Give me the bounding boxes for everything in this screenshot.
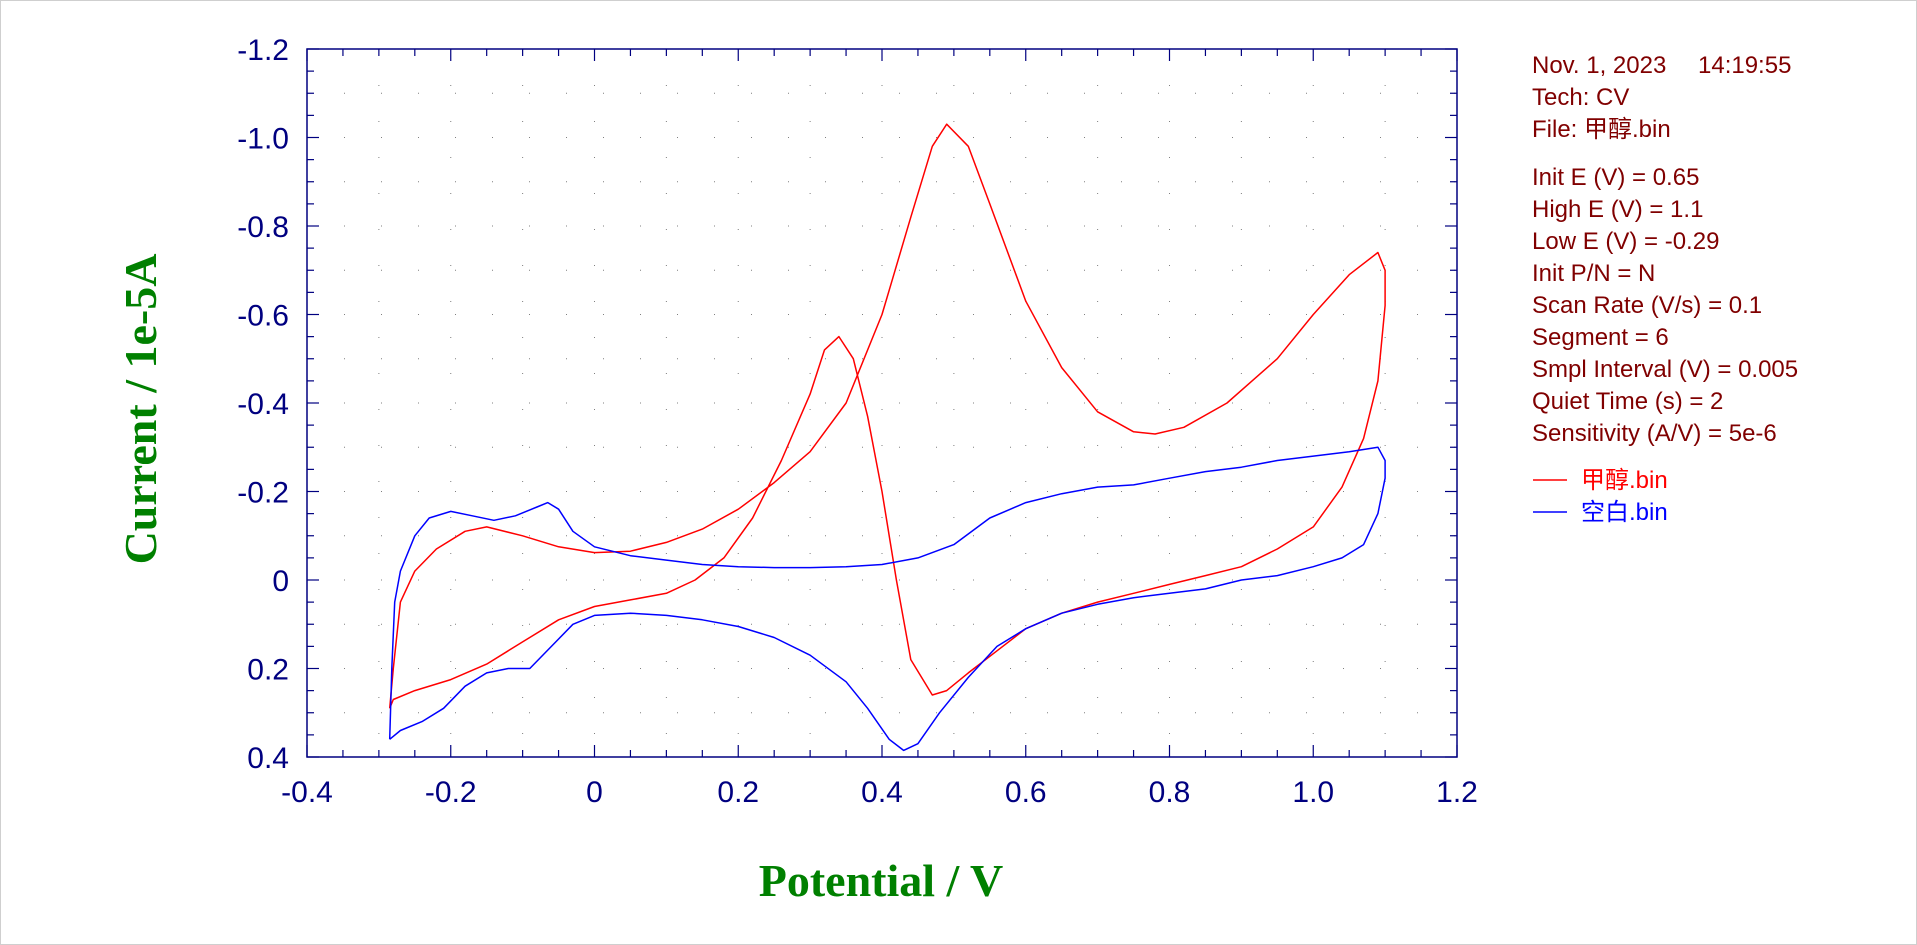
info-param: Init P/N = N	[1532, 260, 1655, 287]
y-tick-label: -0.4	[237, 388, 289, 421]
info-param: Low E (V) = -0.29	[1532, 228, 1719, 255]
x-tick-label: 0.8	[1149, 776, 1191, 809]
x-tick-label: 0	[586, 776, 603, 809]
y-tick-label: 0.4	[247, 742, 289, 775]
y-tick-label: -1.2	[237, 34, 289, 67]
x-tick-label: -0.4	[281, 776, 333, 809]
legend: 甲醇.bin 空白.bin	[1533, 467, 1668, 526]
x-tick-label: 0.2	[717, 776, 759, 809]
series-line-methanol	[388, 123, 1386, 709]
legend-label-blank: 空白.bin	[1581, 499, 1668, 526]
info-param: High E (V) = 1.1	[1532, 196, 1703, 223]
info-time: 14:19:55	[1698, 52, 1791, 79]
x-tick-label: 0.6	[1005, 776, 1047, 809]
grid-layer	[307, 49, 1457, 757]
info-param: Init E (V) = 0.65	[1532, 164, 1699, 191]
info-param: Sensitivity (A/V) = 5e-6	[1532, 420, 1777, 447]
y-tick-label: -1.0	[237, 123, 289, 156]
info-date: Nov. 1, 2023	[1532, 52, 1666, 79]
info-panel: Nov. 1, 2023 14:19:55 Tech: CV File: 甲醇.…	[1532, 52, 1798, 447]
y-axis-title: Current / 1e-5A	[115, 254, 166, 565]
x-tick-label: 1.0	[1292, 776, 1334, 809]
axis-layer	[306, 48, 1458, 758]
y-tick-label: -0.8	[237, 211, 289, 244]
y-tick-label: 0	[272, 565, 289, 598]
info-param: Smpl Interval (V) = 0.005	[1532, 356, 1798, 383]
x-tick-label: 1.2	[1436, 776, 1478, 809]
legend-label-methanol: 甲醇.bin	[1581, 467, 1668, 494]
y-tick-label: 0.2	[247, 654, 289, 687]
info-param: Scan Rate (V/s) = 0.1	[1532, 292, 1762, 319]
info-tech: Tech: CV	[1532, 84, 1629, 111]
series-line-blank	[388, 446, 1386, 752]
series-layer	[388, 123, 1386, 752]
x-tick-label: 0.4	[861, 776, 903, 809]
y-tick-label: -0.2	[237, 477, 289, 510]
info-param: Segment = 6	[1532, 324, 1669, 351]
tick-label-layer: -0.4 -0.2 0 0.2 0.4 0.6 0.8 1.0 1.2 -1.2 -1.0 -0.8 -…	[237, 34, 1478, 809]
plot-frame	[306, 48, 1458, 758]
x-axis-title: Potential / V	[759, 855, 1003, 906]
y-tick-label: -0.6	[237, 300, 289, 333]
info-param: Quiet Time (s) = 2	[1532, 388, 1723, 415]
x-tick-label: -0.2	[425, 776, 477, 809]
info-file: File: 甲醇.bin	[1532, 116, 1671, 143]
